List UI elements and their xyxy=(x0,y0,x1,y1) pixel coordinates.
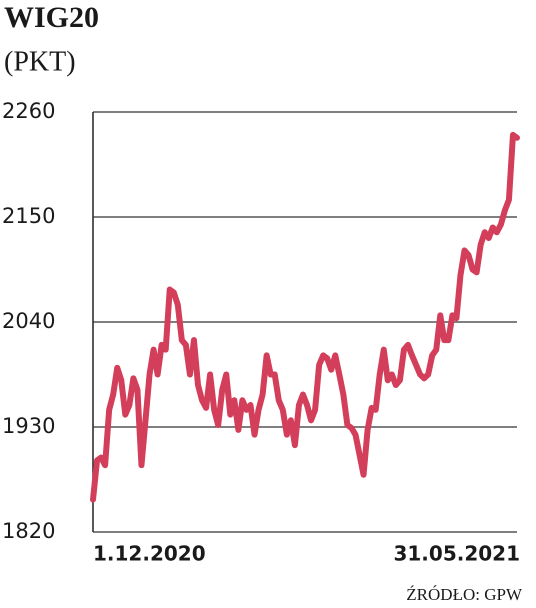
y-tick-label: 2260 xyxy=(2,99,55,123)
x-tick-label: 31.05.2021 xyxy=(393,542,520,566)
y-tick-label: 2150 xyxy=(2,204,55,228)
x-tick-label: 1.12.2020 xyxy=(93,542,206,566)
source: ŹRÓDŁO: GPW xyxy=(406,585,523,604)
y-tick-label: 1820 xyxy=(2,519,55,543)
y-tick-label: 1930 xyxy=(2,414,55,438)
line xyxy=(90,131,520,503)
chart-title: WIG20 xyxy=(4,1,99,34)
y-tick-label: 2040 xyxy=(2,309,55,333)
chart-subtitle: (PKT) xyxy=(4,46,76,77)
